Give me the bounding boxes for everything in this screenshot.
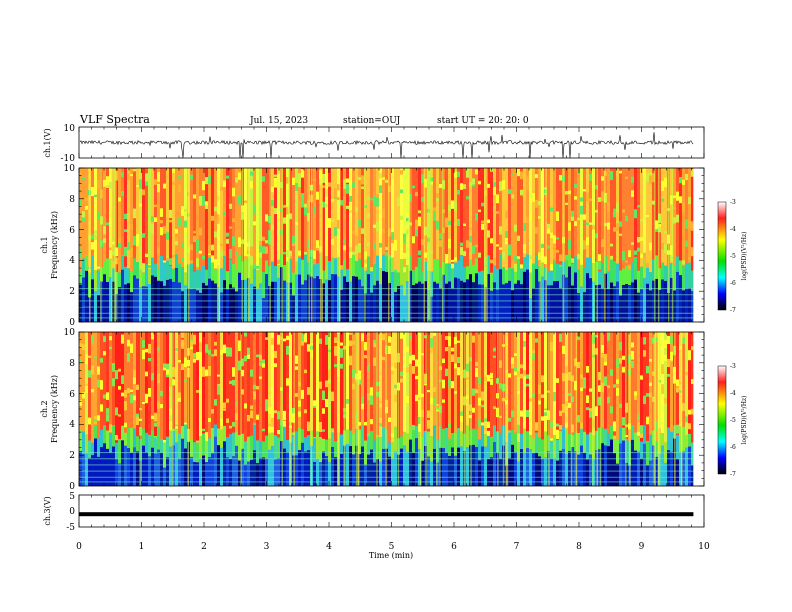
header-station: station=OUJ bbox=[343, 116, 401, 126]
cb2-label: log(PSD)(V²/Hz) bbox=[741, 396, 748, 445]
ch3-waveform-trace bbox=[79, 512, 694, 517]
header-date: Jul. 15, 2023 bbox=[249, 116, 308, 126]
colorbar-ch2: -3 -4 -5 -6 -7 log(PSD)(V²/Hz) bbox=[717, 363, 748, 478]
ch3-ytick-minus5: -5 bbox=[66, 523, 75, 533]
ch1-ylabel-channel: ch.1 bbox=[40, 236, 49, 253]
xtick-5: 5 bbox=[389, 542, 395, 552]
cb2-tick-minus7: -7 bbox=[730, 471, 736, 478]
ch2-spectrogram-panel: 10 8 6 4 2 0 ch.2 Frequency (kHz) bbox=[40, 328, 705, 492]
ch1-ytick-4: 4 bbox=[69, 256, 75, 266]
x-axis-labels: 0 1 2 3 4 5 6 7 8 9 10 bbox=[76, 542, 710, 552]
xtick-6: 6 bbox=[451, 542, 457, 552]
ch2-ytick-4: 4 bbox=[69, 420, 75, 430]
ch1-spectrogram-panel: 10 8 6 4 2 0 ch.1 Frequency (kHz) bbox=[40, 164, 705, 328]
cb1-tick-minus6: -6 bbox=[730, 280, 736, 287]
cb1-tick-minus7: -7 bbox=[730, 307, 736, 314]
colorbar-ch2-scale bbox=[717, 365, 727, 475]
xtick-9: 9 bbox=[639, 542, 645, 552]
header-start-time: start UT = 20: 20: 0 bbox=[437, 116, 529, 126]
x-axis-ticks bbox=[78, 127, 705, 527]
ch1-waveform-trace bbox=[79, 132, 694, 159]
ch1-ytick-top: 10 bbox=[64, 124, 76, 134]
ch2-ytick-0: 0 bbox=[69, 482, 75, 492]
xtick-4: 4 bbox=[326, 542, 332, 552]
x-axis-label: Time (min) bbox=[369, 551, 413, 560]
ch2-ytick-10: 10 bbox=[64, 328, 76, 338]
ch3-ytick-0: 0 bbox=[69, 507, 75, 517]
ch1-ytick-6: 6 bbox=[69, 226, 75, 236]
cb2-tick-minus3: -3 bbox=[730, 363, 736, 370]
colorbar-ch1-scale bbox=[717, 201, 727, 311]
ch1-ylabel-frequency: Frequency (kHz) bbox=[50, 211, 59, 279]
xtick-10: 10 bbox=[698, 542, 710, 552]
colorbar-ch1: -3 -4 -5 -6 -7 log(PSD)(V²/Hz) bbox=[717, 199, 748, 314]
cb1-tick-minus5: -5 bbox=[730, 253, 736, 260]
ch2-ylabel-channel: ch.2 bbox=[40, 400, 49, 417]
cb2-tick-minus4: -4 bbox=[730, 390, 736, 397]
cb1-label: log(PSD)(V²/Hz) bbox=[741, 232, 748, 281]
ch3-waveform-frame bbox=[78, 494, 705, 528]
xtick-7: 7 bbox=[514, 542, 520, 552]
ch1-spectrogram-image bbox=[79, 168, 704, 322]
ch1-ytick-10: 10 bbox=[64, 164, 76, 174]
xtick-3: 3 bbox=[264, 542, 270, 552]
ch1-ytick-bottom: -10 bbox=[61, 154, 76, 164]
cb2-tick-minus5: -5 bbox=[730, 417, 736, 424]
cb1-tick-minus3: -3 bbox=[730, 199, 736, 206]
ch2-ylabel-frequency: Frequency (kHz) bbox=[50, 375, 59, 443]
xtick-0: 0 bbox=[76, 542, 82, 552]
xtick-2: 2 bbox=[201, 542, 207, 552]
ch1-ytick-0: 0 bbox=[69, 318, 75, 328]
cb2-tick-minus6: -6 bbox=[730, 444, 736, 451]
chart-title: VLF Spectra bbox=[79, 113, 150, 126]
xtick-1: 1 bbox=[139, 542, 145, 552]
ch3-waveform-ylabel: ch.3(V) bbox=[43, 496, 52, 525]
cb1-tick-minus4: -4 bbox=[730, 226, 736, 233]
ch1-ytick-2: 2 bbox=[69, 287, 75, 297]
ch3-waveform-panel: 5 0 -5 ch.3(V) bbox=[43, 492, 705, 533]
xtick-8: 8 bbox=[576, 542, 582, 552]
ch2-ytick-8: 8 bbox=[69, 359, 75, 369]
ch2-ytick-6: 6 bbox=[69, 390, 75, 400]
ch1-ytick-8: 8 bbox=[69, 195, 75, 205]
ch3-ytick-5: 5 bbox=[69, 492, 75, 502]
ch2-ytick-2: 2 bbox=[69, 451, 75, 461]
ch1-waveform-panel: 10 -10 ch.1(V) bbox=[43, 124, 705, 164]
ch1-waveform-ylabel: ch.1(V) bbox=[43, 128, 52, 157]
ch2-spectrogram-image bbox=[79, 332, 704, 486]
